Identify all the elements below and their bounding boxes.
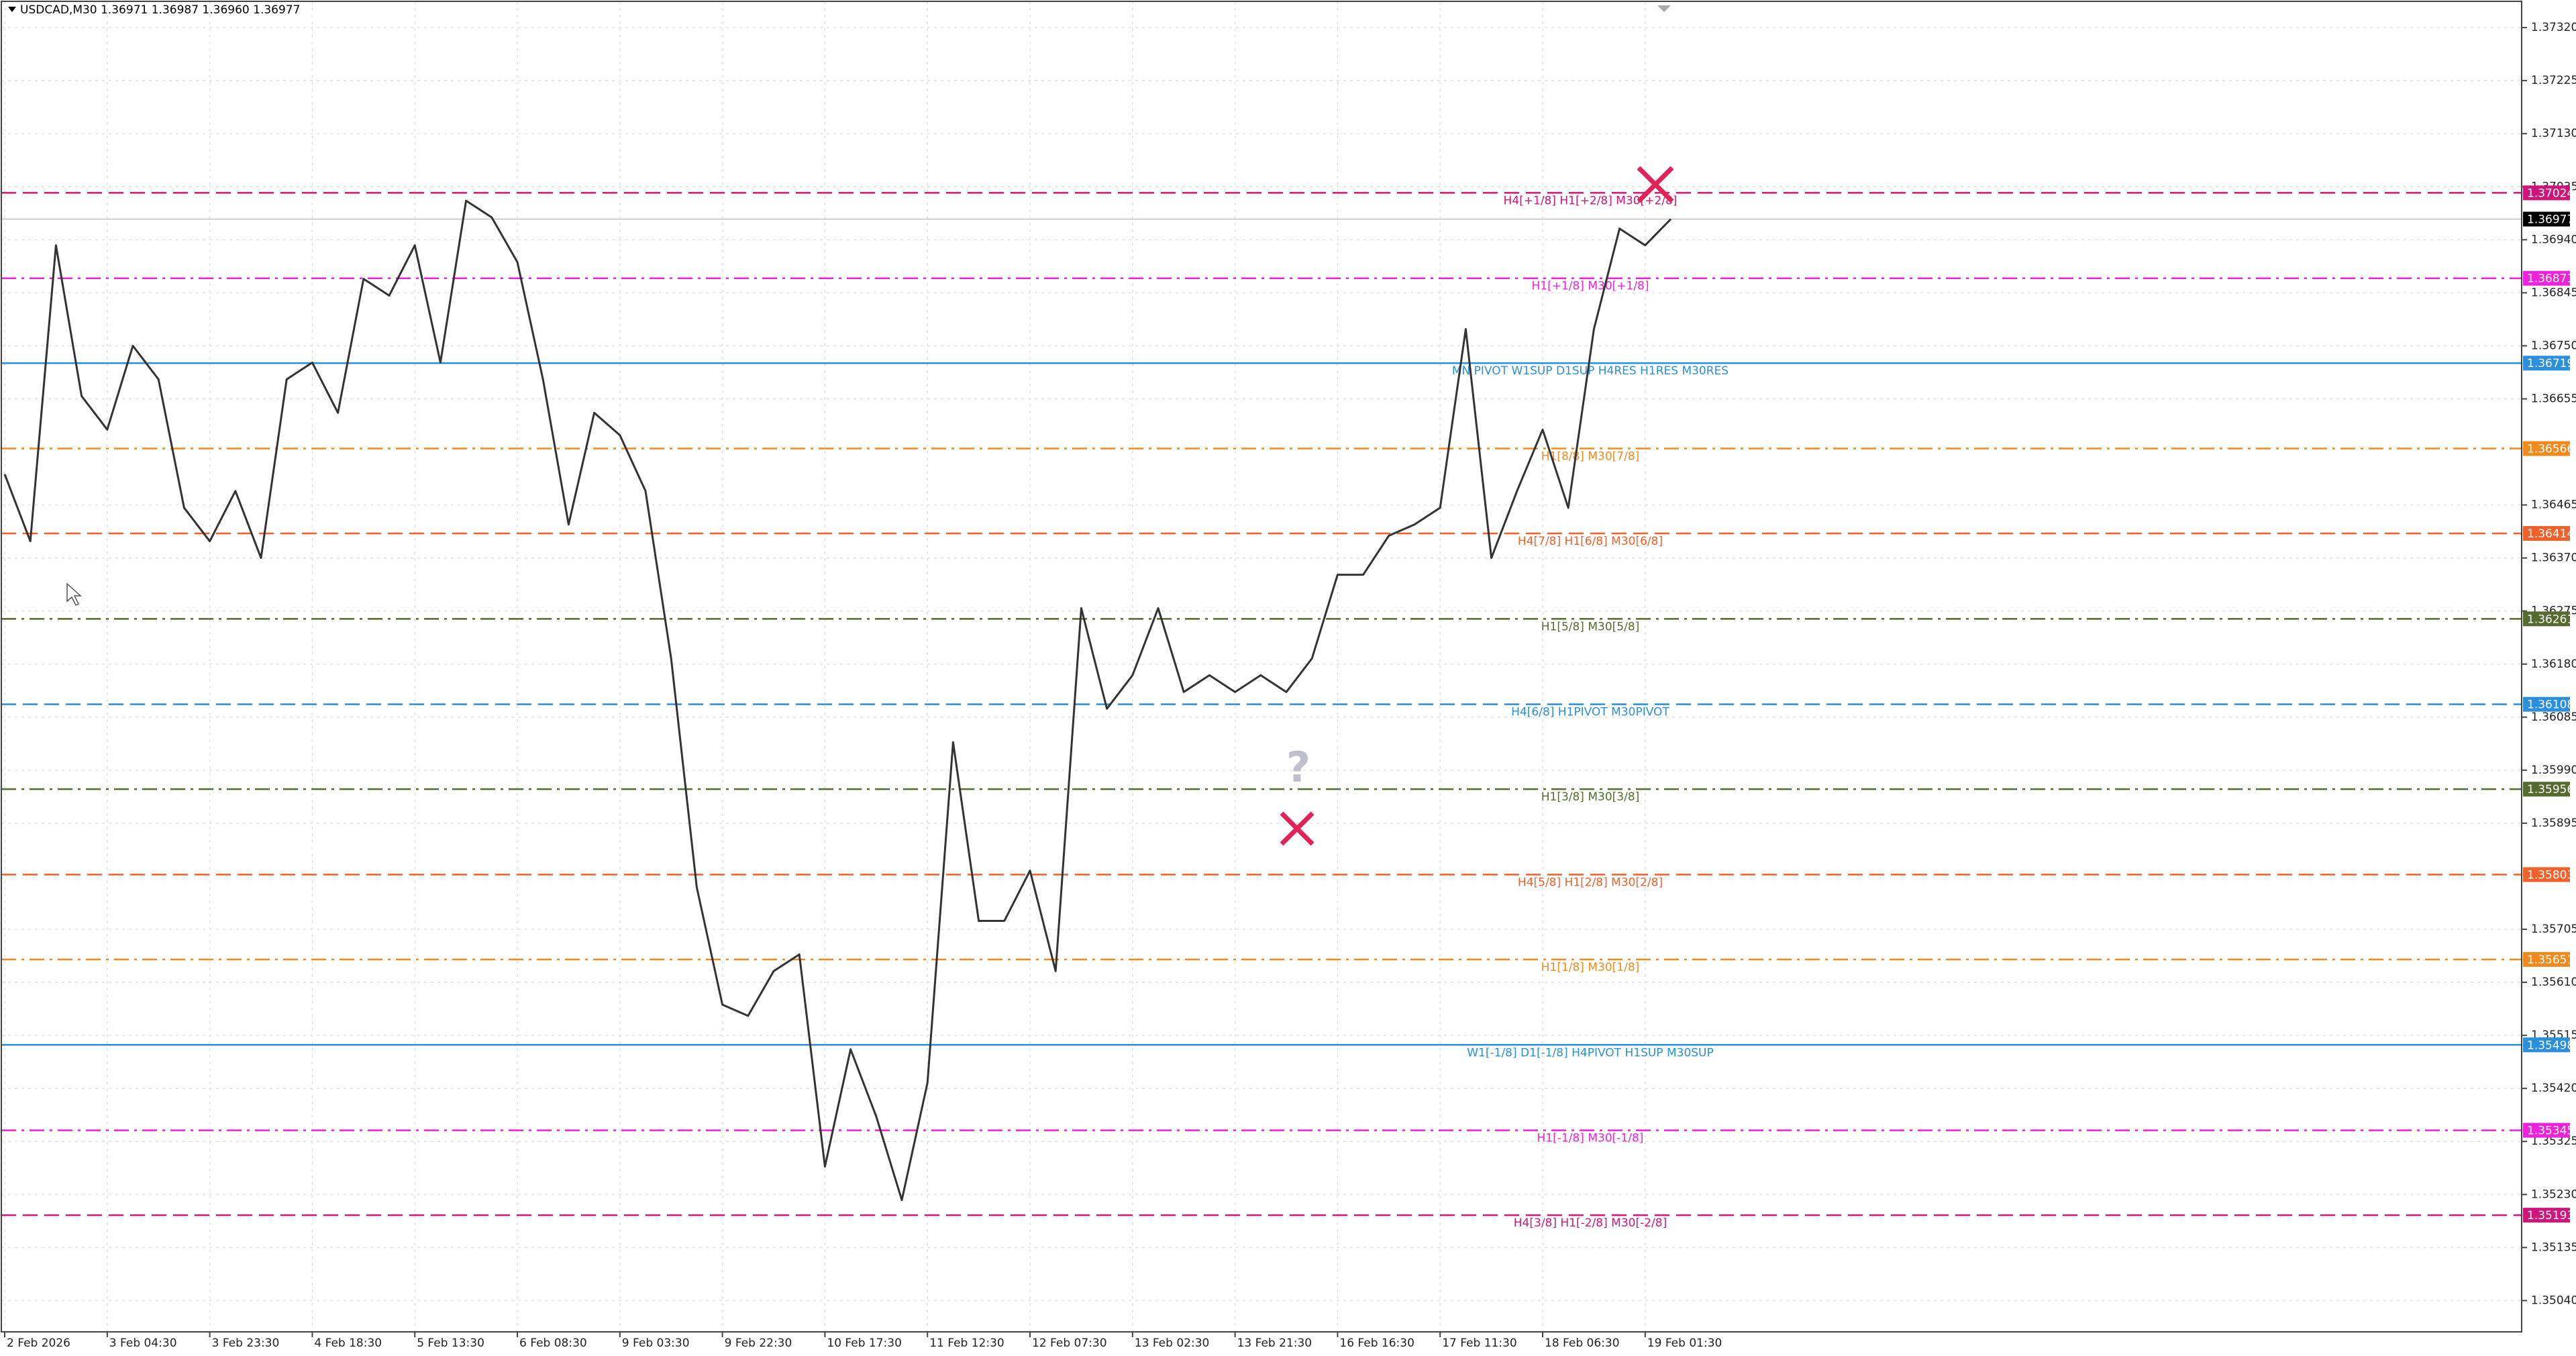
- x-tick-label: 19 Feb 01:30: [1647, 1337, 1722, 1350]
- y-tick-label: 1.35325: [2531, 1135, 2576, 1148]
- x-tick-label: 10 Feb 17:30: [827, 1337, 902, 1350]
- x-tick-label: 11 Feb 12:30: [929, 1337, 1004, 1350]
- y-tick-label: 1.35895: [2531, 817, 2576, 830]
- annotations: ?: [66, 166, 1674, 846]
- level-price-box: [2523, 441, 2570, 456]
- levels-layer: H4[+1/8] H1[+2/8] M30[+2/8] H1[+1/8] M30[…: [1, 192, 2522, 1230]
- y-tick-label: 1.36465: [2531, 499, 2576, 512]
- x-tick-label: 9 Feb 22:30: [725, 1337, 792, 1350]
- x-tick-label: 3 Feb 04:30: [109, 1337, 177, 1350]
- level-price-label: 1.35803: [2527, 868, 2574, 882]
- level-price-box: [2523, 611, 2570, 627]
- y-tick-label: 1.36940: [2531, 233, 2576, 246]
- question-mark: ?: [1286, 743, 1310, 792]
- level-price-box: [2523, 1208, 2570, 1223]
- level-label: H1[8/8] M30[7/8]: [1541, 450, 1640, 464]
- level-price-label: 1.36566: [2527, 443, 2574, 456]
- level-label: H4[7/8] H1[6/8] M30[6/8]: [1518, 535, 1663, 548]
- chart-title: USDCAD,M30 1.36971 1.36987 1.36960 1.369…: [20, 3, 300, 17]
- y-tick-label: 1.36655: [2531, 392, 2576, 405]
- grid-layer: [1, 1, 2522, 1332]
- level-label: MN PIVOT W1SUP D1SUP H4RES H1RES M30RES: [1452, 364, 1729, 378]
- plot-frame: [1, 1, 2522, 1333]
- level-price-label: 1.35498: [2527, 1039, 2574, 1052]
- x-tick-label: 13 Feb 21:30: [1237, 1337, 1312, 1350]
- y-tick-label: 1.35135: [2531, 1241, 2576, 1254]
- y-tick-label: 1.37225: [2531, 74, 2576, 87]
- level-price-box: [2523, 185, 2570, 201]
- level-label: W1[-1/8] D1[-1/8] H4PIVOT H1SUP M30SUP: [1467, 1046, 1714, 1059]
- cross-mark: [1280, 811, 1315, 846]
- level-price-label: 1.35956: [2527, 783, 2574, 796]
- level-price-label: 1.36108: [2527, 698, 2574, 712]
- y-tick-label: 1.36845: [2531, 286, 2576, 299]
- x-tick-label: 16 Feb 16:30: [1339, 1337, 1414, 1350]
- y-tick-label: 1.37320: [2531, 21, 2576, 34]
- shift-marker: [1657, 5, 1671, 12]
- x-tick-label: 17 Feb 11:30: [1442, 1337, 1517, 1350]
- menu-arrow: [8, 7, 16, 12]
- level-label: H4[3/8] H1[-2/8] M30[-2/8]: [1514, 1216, 1667, 1230]
- x-tick-label: 4 Feb 18:30: [314, 1337, 382, 1350]
- level-label: H1[3/8] M30[3/8]: [1541, 790, 1640, 804]
- y-tick-label: 1.37130: [2531, 127, 2576, 140]
- x-tick-label: 5 Feb 13:30: [417, 1337, 484, 1350]
- level-price-label: 1.37024: [2527, 187, 2574, 200]
- level-price-box: [2523, 526, 2570, 541]
- x-tick-label: 2 Feb 2026: [7, 1337, 70, 1350]
- y-tick-label: 1.36180: [2531, 658, 2576, 671]
- x-tick-label: 13 Feb 02:30: [1135, 1337, 1210, 1350]
- level-price-box: [2523, 951, 2570, 967]
- level-label: H4[6/8] H1PIVOT M30PIVOT: [1511, 706, 1669, 719]
- level-price-box: [2523, 782, 2570, 797]
- price-line: [3, 199, 1672, 1202]
- x-tick-label: 3 Feb 23:30: [212, 1337, 280, 1350]
- level-price-box: [2523, 1123, 2570, 1138]
- x-tick-label: 9 Feb 03:30: [622, 1337, 690, 1350]
- level-price-box: [2523, 356, 2570, 371]
- level-price-label: 1.35193: [2527, 1209, 2574, 1222]
- level-label: H1[+1/8] M30[+1/8]: [1531, 280, 1649, 293]
- current-price-label: 1.36977: [2527, 213, 2574, 227]
- level-price-label: 1.36719: [2527, 357, 2574, 370]
- level-price-label: 1.35345: [2527, 1125, 2574, 1138]
- cross-mark: [1637, 166, 1674, 203]
- y-tick-label: 1.35040: [2531, 1294, 2576, 1307]
- level-label: H4[+1/8] H1[+2/8] M30[+2/8]: [1504, 194, 1678, 207]
- level-price-box: [2523, 696, 2570, 712]
- y-tick-label: 1.35705: [2531, 923, 2576, 936]
- level-price-box: [2523, 1037, 2570, 1053]
- level-label: H4[5/8] H1[2/8] M30[2/8]: [1518, 876, 1663, 889]
- mouse-cursor: [66, 582, 82, 607]
- y-tick-label: 1.36750: [2531, 339, 2576, 352]
- level-price-label: 1.35651: [2527, 953, 2574, 967]
- x-tick-label: 6 Feb 08:30: [519, 1337, 587, 1350]
- y-tick-label: 1.36085: [2531, 711, 2576, 724]
- y-tick-label: 1.35610: [2531, 976, 2576, 989]
- price-layer: [3, 199, 1672, 1202]
- level-price-label: 1.36414: [2527, 527, 2574, 541]
- y-tick-label: 1.35230: [2531, 1188, 2576, 1201]
- level-price-label: 1.36871: [2527, 272, 2574, 286]
- level-label: H1[5/8] M30[5/8]: [1541, 620, 1640, 633]
- level-price-label: 1.36261: [2527, 613, 2574, 626]
- x-tick-label: 18 Feb 06:30: [1545, 1337, 1620, 1350]
- y-tick-label: 1.36370: [2531, 552, 2576, 565]
- level-price-box: [2523, 867, 2570, 882]
- x-tick-label: 12 Feb 07:30: [1032, 1337, 1107, 1350]
- level-price-box: [2523, 270, 2570, 286]
- y-tick-label: 1.35420: [2531, 1082, 2576, 1095]
- level-label: H1[-1/8] M30[-1/8]: [1537, 1132, 1644, 1145]
- y-tick-label: 1.35990: [2531, 764, 2576, 777]
- level-label: H1[1/8] M30[1/8]: [1541, 961, 1640, 974]
- current-price-box: [2523, 211, 2570, 227]
